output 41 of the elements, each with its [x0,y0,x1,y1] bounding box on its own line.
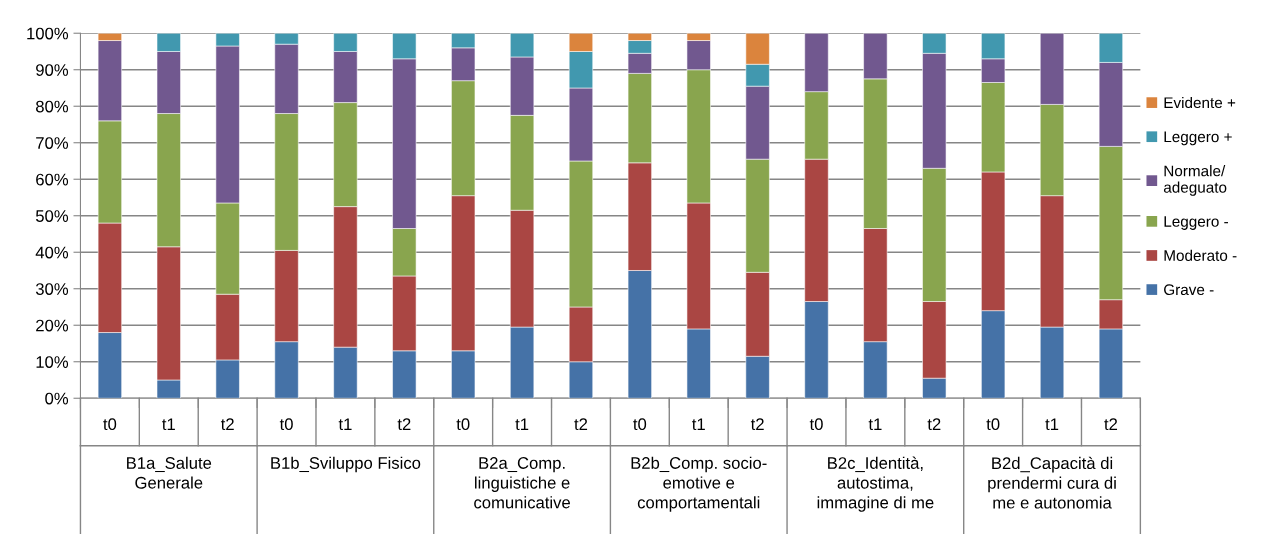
text: B2d_Capacità di prendermi cura di me e autonomia [988,456,1116,509]
x-tick-label: t0 [986,418,1000,431]
y-tick-label: 100% [27,27,69,40]
legend-label: Leggero + [1164,131,1232,146]
text: B2c_Identità, autostima, immagine di me [817,456,934,512]
x-tick-label: t1 [692,418,705,431]
y-tick-label: 60% [36,173,69,186]
legend-label: Grave - [1164,284,1214,296]
y-tick-label: 90% [36,64,69,76]
legend-label: Normale/ adeguato [1163,165,1227,196]
x-tick-label: t2 [397,418,411,431]
x-tick-label: t0 [103,418,117,431]
y-tick-label: 30% [35,283,69,295]
x-tick-label: t0 [279,418,293,431]
y-tick-label: 80% [36,100,69,113]
x-tick-label: t1 [162,418,175,431]
text: B2b_Comp. socio- emotive e comportamentali [631,456,767,512]
text: B1b_Sviluppo Fisico [271,456,421,473]
x-tick-label: t0 [633,418,647,431]
y-tick-label: 50% [35,210,69,222]
y-tick-label: 10% [36,356,69,368]
x-tick-label: t2 [750,418,764,431]
x-tick-label: t2 [574,418,588,431]
x-tick-label: t1 [1045,418,1059,431]
x-tick-label: t2 [927,418,941,431]
x-tick-label: t1 [868,418,882,431]
x-tick-label: t1 [515,418,529,431]
y-tick-label: 40% [35,246,69,259]
x-tick-label: t0 [809,418,823,431]
text: B1a_Salute Generale [127,456,212,489]
legend-label: Leggero - [1164,216,1228,230]
legend-label: Moderato - [1164,249,1237,261]
y-tick-label: 70% [36,137,69,149]
x-tick-label: t0 [456,418,470,431]
text: B2a_Comp. linguistiche e comunicative [474,457,570,509]
y-tick-label: 20% [36,319,69,332]
y-tick-label: 0% [45,392,69,405]
x-tick-label: t2 [1104,418,1118,431]
x-tick-label: t1 [338,418,352,431]
x-tick-label: t2 [220,418,234,431]
legend-label: Evidente + [1164,96,1236,109]
